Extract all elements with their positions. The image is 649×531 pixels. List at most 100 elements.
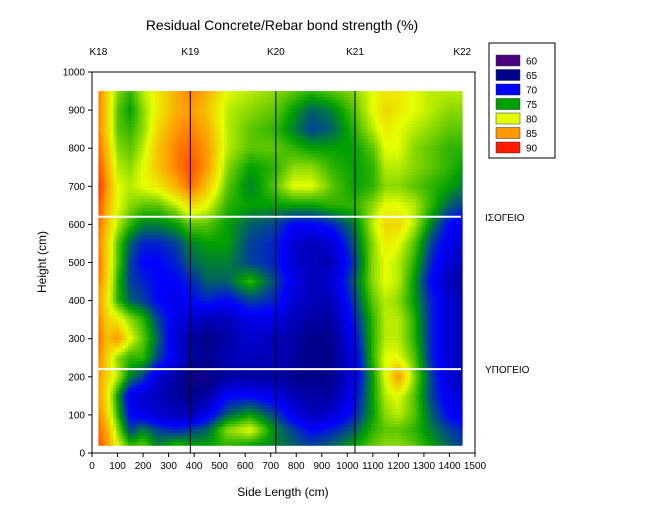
heatmap-cell (257, 157, 261, 161)
heatmap-cell (356, 190, 360, 194)
heatmap-cell (284, 160, 288, 164)
heatmap-cell (191, 139, 195, 143)
heatmap-cell (392, 121, 396, 125)
heatmap-cell (128, 169, 132, 173)
heatmap-cell (101, 166, 105, 170)
heatmap-cell (260, 166, 264, 170)
heatmap-cell (395, 205, 399, 209)
heatmap-cell (281, 184, 285, 188)
heatmap-cell (119, 100, 123, 104)
heatmap-cell (203, 133, 207, 137)
heatmap-cell (119, 154, 123, 158)
heatmap-cell (269, 139, 273, 143)
heatmap-cell (101, 106, 105, 110)
heatmap-cell (161, 160, 165, 164)
heatmap-cell (317, 154, 321, 158)
heatmap-cell (311, 175, 315, 179)
heatmap-cell (296, 208, 300, 212)
heatmap-cell (101, 190, 105, 194)
heatmap-cell (449, 118, 453, 122)
heatmap-cell (377, 139, 381, 143)
heatmap-cell (317, 199, 321, 203)
heatmap-cell (239, 169, 243, 173)
heatmap-cell (209, 148, 213, 152)
heatmap-cell (308, 211, 312, 215)
heatmap-cell (269, 145, 273, 149)
heatmap-cell (359, 142, 363, 146)
heatmap-cell (212, 97, 216, 101)
heatmap-cell (167, 196, 171, 200)
heatmap-cell (461, 202, 463, 206)
heatmap-cell (101, 91, 105, 95)
heatmap-cell (185, 103, 189, 107)
heatmap-cell (134, 190, 138, 194)
heatmap-cell (332, 136, 336, 140)
heatmap-cell (167, 106, 171, 110)
heatmap-cell (254, 163, 258, 167)
heatmap-cell (218, 178, 222, 182)
heatmap-cell (326, 133, 330, 137)
heatmap-cell (215, 193, 219, 197)
heatmap-cell (317, 115, 321, 119)
heatmap-cell (278, 157, 282, 161)
heatmap-cell (176, 94, 180, 98)
heatmap-cell (257, 103, 261, 107)
heatmap-cell (377, 118, 381, 122)
heatmap-cell (296, 121, 300, 125)
heatmap-cell (275, 190, 279, 194)
heatmap-cell (194, 169, 198, 173)
heatmap-cell (107, 175, 111, 179)
heatmap-cell (338, 118, 342, 122)
heatmap-cell (443, 151, 447, 155)
heatmap-cell (416, 172, 420, 176)
heatmap-cell (191, 121, 195, 125)
heatmap-cell (335, 97, 339, 101)
heatmap-cell (323, 157, 327, 161)
heatmap-cell (230, 199, 234, 203)
heatmap-cell (185, 187, 189, 191)
heatmap-cell (242, 103, 246, 107)
heatmap-cell (197, 187, 201, 191)
heatmap-cell (434, 202, 438, 206)
heatmap-cell (191, 151, 195, 155)
heatmap-cell (416, 208, 420, 212)
heatmap-cell (302, 112, 306, 116)
heatmap-cell (155, 187, 159, 191)
heatmap-cell (242, 112, 246, 116)
heatmap-cell (227, 103, 231, 107)
heatmap-cell (251, 202, 255, 206)
heatmap-cell (428, 115, 432, 119)
heatmap-cell (149, 172, 153, 176)
heatmap-cell (293, 118, 297, 122)
heatmap-cell (323, 142, 327, 146)
heatmap-cell (314, 154, 318, 158)
heatmap-cell (440, 166, 444, 170)
heatmap-cell (431, 199, 435, 203)
heatmap-cell (422, 163, 426, 167)
heatmap-cell (152, 106, 156, 110)
heatmap-cell (254, 211, 258, 215)
heatmap-cell (110, 115, 114, 119)
heatmap-cell (434, 208, 438, 212)
heatmap-cell (242, 172, 246, 176)
heatmap-cell (254, 184, 258, 188)
heatmap-cell (197, 139, 201, 143)
heatmap-cell (143, 130, 147, 134)
heatmap-cell (410, 199, 414, 203)
heatmap-cell (146, 199, 150, 203)
heatmap-cell (413, 121, 417, 125)
heatmap-cell (302, 172, 306, 176)
heatmap-cell (209, 121, 213, 125)
heatmap-cell (215, 112, 219, 116)
heatmap-cell (260, 163, 264, 167)
heatmap-cell (104, 169, 108, 173)
heatmap-cell (383, 97, 387, 101)
heatmap-cell (455, 97, 459, 101)
heatmap-cell (461, 157, 463, 161)
heatmap-cell (260, 157, 264, 161)
heatmap-cell (281, 172, 285, 176)
heatmap-cell (167, 172, 171, 176)
heatmap-cell (446, 112, 450, 116)
heatmap-cell (347, 142, 351, 146)
heatmap-cell (413, 133, 417, 137)
